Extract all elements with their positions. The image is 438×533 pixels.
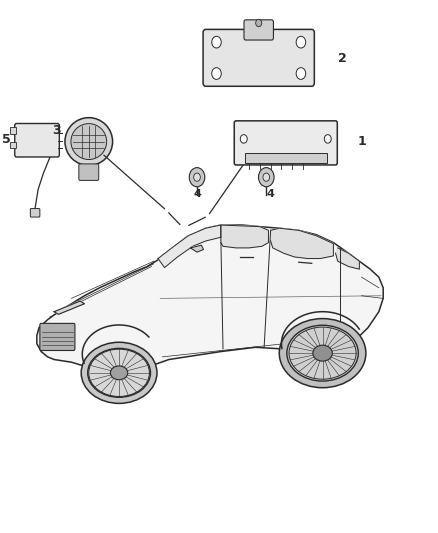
- Circle shape: [212, 36, 221, 48]
- Circle shape: [212, 68, 221, 79]
- FancyBboxPatch shape: [10, 127, 17, 134]
- FancyBboxPatch shape: [79, 164, 99, 180]
- Text: 5: 5: [2, 133, 11, 147]
- Polygon shape: [271, 228, 333, 259]
- Ellipse shape: [313, 345, 332, 361]
- Ellipse shape: [110, 366, 128, 379]
- Ellipse shape: [81, 342, 157, 403]
- Polygon shape: [158, 225, 221, 268]
- FancyBboxPatch shape: [244, 20, 273, 40]
- Text: 1: 1: [357, 135, 366, 148]
- Text: 3: 3: [52, 124, 60, 138]
- FancyBboxPatch shape: [40, 324, 75, 351]
- Text: 4: 4: [193, 189, 201, 199]
- FancyBboxPatch shape: [234, 121, 337, 165]
- Polygon shape: [37, 225, 383, 376]
- Ellipse shape: [279, 319, 366, 387]
- Circle shape: [324, 135, 331, 143]
- Ellipse shape: [287, 325, 358, 381]
- Polygon shape: [221, 225, 268, 248]
- FancyBboxPatch shape: [10, 142, 17, 148]
- Circle shape: [263, 173, 270, 181]
- Circle shape: [256, 19, 262, 27]
- Text: 2: 2: [338, 52, 346, 64]
- FancyBboxPatch shape: [30, 208, 40, 217]
- Text: 4: 4: [267, 189, 275, 199]
- Circle shape: [189, 167, 205, 187]
- FancyBboxPatch shape: [203, 29, 314, 86]
- Circle shape: [194, 173, 200, 181]
- Ellipse shape: [88, 349, 151, 397]
- Polygon shape: [54, 301, 85, 314]
- FancyBboxPatch shape: [245, 154, 327, 163]
- Polygon shape: [191, 245, 204, 252]
- Polygon shape: [336, 248, 359, 269]
- Ellipse shape: [65, 118, 113, 165]
- Circle shape: [258, 167, 274, 187]
- Ellipse shape: [71, 124, 106, 159]
- Circle shape: [240, 135, 247, 143]
- Circle shape: [296, 36, 306, 48]
- Circle shape: [296, 68, 306, 79]
- FancyBboxPatch shape: [15, 124, 59, 157]
